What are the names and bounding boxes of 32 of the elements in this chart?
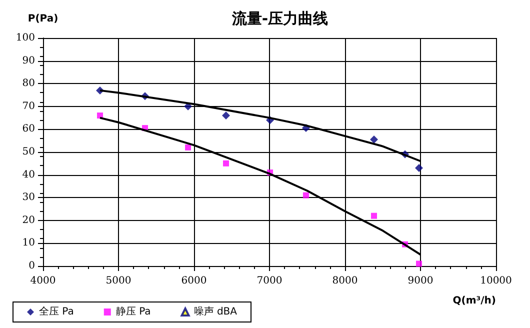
legend-label: 静压 Pa: [116, 306, 151, 318]
x-tick-label: 5000: [106, 276, 132, 286]
y-axis-title: P(Pa): [28, 14, 58, 24]
y-tick-label: 50: [22, 146, 35, 158]
y-tick-label: 80: [22, 78, 35, 90]
point: [222, 112, 230, 120]
chart-title: 流量-压力曲线: [230, 10, 328, 28]
x-axis-title: Q(m³/h): [452, 296, 496, 306]
x-tick-label: 10000: [480, 276, 512, 286]
point: [223, 160, 230, 166]
point: [370, 135, 378, 144]
x-tick-label: 4000: [30, 276, 56, 286]
y-tick-label: 0: [28, 260, 35, 272]
y-tick-label: 90: [22, 55, 35, 66]
point: [185, 144, 192, 150]
y-tick-label: 60: [22, 124, 35, 135]
point: [414, 164, 423, 172]
point: [416, 260, 422, 267]
x-tick-label: 7000: [256, 276, 282, 286]
legend-label: 全压 Pa: [39, 306, 74, 318]
y-tick-label: 20: [22, 214, 35, 226]
legend-label: 噪声 dBA: [194, 306, 238, 318]
y-tick-label: 40: [22, 169, 35, 180]
y-tick-label: 100: [16, 32, 35, 44]
y-tick-label: 70: [22, 100, 35, 112]
x-tick-label: 8000: [332, 276, 358, 286]
y-tick-label: 30: [22, 192, 35, 204]
point: [302, 192, 309, 198]
x-tick-label: 6000: [181, 276, 207, 286]
point: [370, 212, 377, 219]
y-tick-label: 10: [22, 238, 35, 249]
x-tick-label: 9000: [408, 276, 434, 286]
